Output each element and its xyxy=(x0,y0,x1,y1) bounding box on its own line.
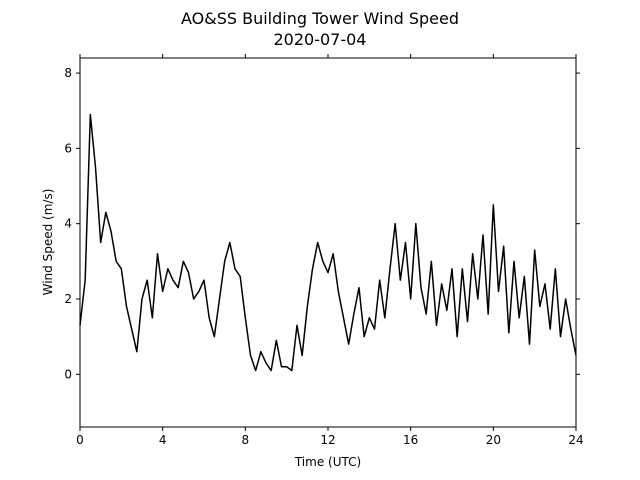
y-tick-label: 0 xyxy=(64,367,72,381)
x-tick-label: 16 xyxy=(403,433,418,447)
x-axis-label: Time (UTC) xyxy=(294,455,361,469)
x-tick-label: 12 xyxy=(320,433,335,447)
x-tick-label: 20 xyxy=(486,433,501,447)
chart-subtitle: 2020-07-04 xyxy=(274,30,367,49)
plot-frame xyxy=(79,57,577,428)
x-tick-label: 0 xyxy=(76,433,84,447)
y-tick-label: 4 xyxy=(64,217,72,231)
y-tick-label: 2 xyxy=(64,292,72,306)
y-tick-label: 8 xyxy=(64,66,72,80)
chart-title: AO&SS Building Tower Wind Speed xyxy=(181,9,459,28)
y-tick-label: 6 xyxy=(64,141,72,155)
x-tick-label: 8 xyxy=(242,433,250,447)
x-tick-label: 24 xyxy=(568,433,583,447)
data-line xyxy=(79,113,577,372)
y-axis-label: Wind Speed (m/s) xyxy=(41,189,55,296)
x-tick-label: 4 xyxy=(159,433,167,447)
